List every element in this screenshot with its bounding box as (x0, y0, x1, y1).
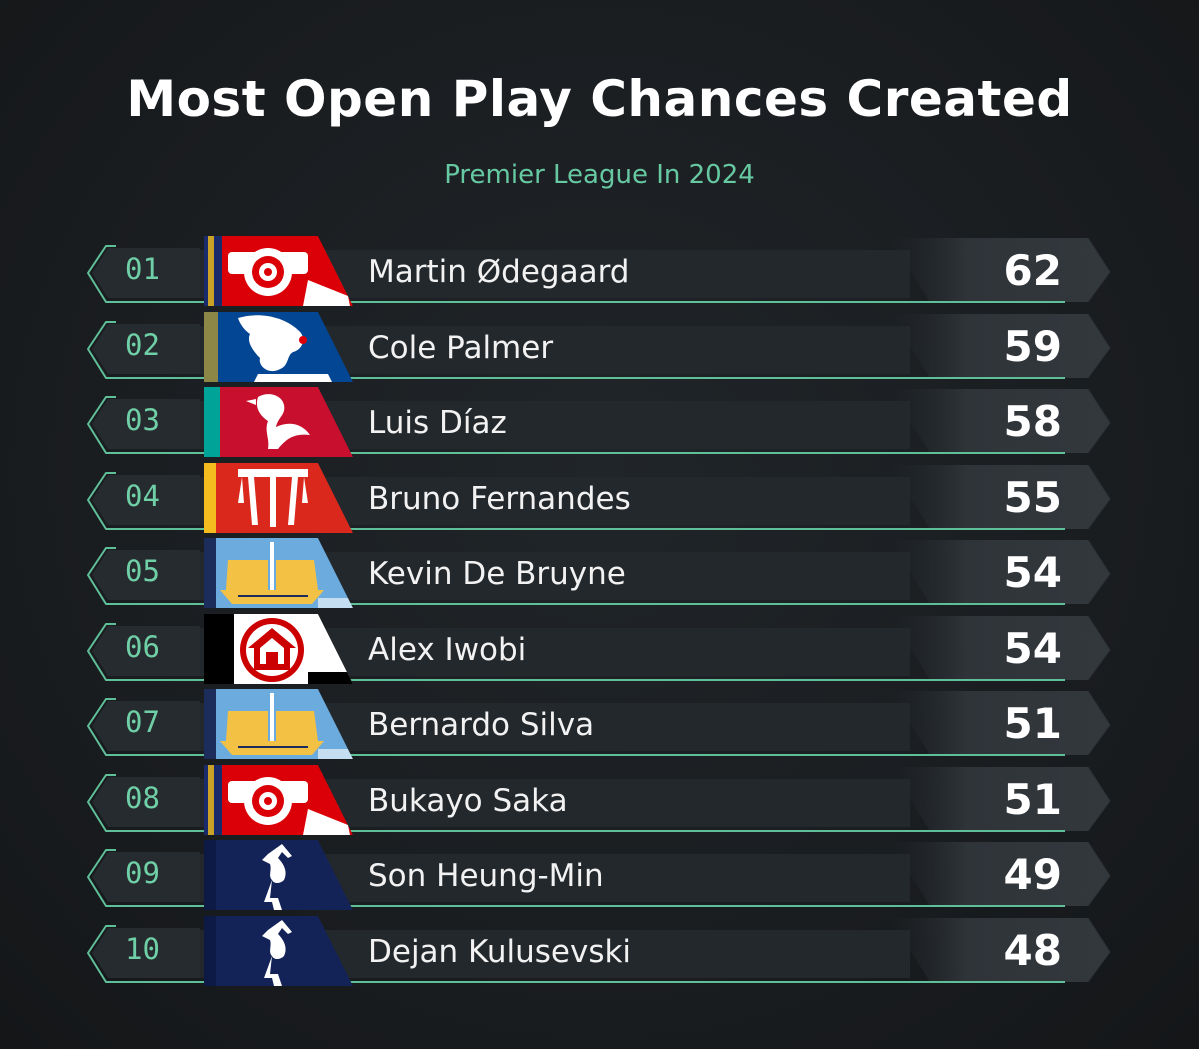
table-row: 05 Kevin De Bruyne 54 (80, 538, 1120, 610)
chances-value: 51 (1003, 774, 1062, 824)
row-background (87, 539, 1111, 605)
table-row: 06 Alex Iwobi 54 (80, 613, 1120, 686)
chart-subtitle: Premier League In 2024 (444, 160, 755, 190)
table-row: 02 Cole Palmer 59 (80, 311, 1120, 384)
chances-value: 59 (1003, 321, 1062, 371)
table-row: 09 Son Heung-Min 49 (80, 840, 1120, 912)
chances-value: 62 (1003, 246, 1062, 295)
row-background (87, 313, 1111, 379)
man-united-crest-icon (204, 462, 353, 533)
fulham-crest-icon (204, 613, 353, 684)
table-row: 03 Luis Díaz 58 (80, 387, 1120, 459)
man-city-crest-icon (204, 538, 353, 608)
rank-label: 01 (125, 252, 160, 286)
row-background (87, 237, 1111, 303)
chances-value: 48 (1003, 925, 1062, 975)
liverpool-crest-icon (204, 387, 353, 457)
rank-label: 07 (125, 705, 160, 739)
chances-value: 55 (1003, 472, 1062, 522)
row-background (87, 841, 1111, 907)
arsenal-crest-icon (204, 764, 353, 835)
chelsea-crest-icon (204, 311, 353, 382)
rank-label: 03 (125, 403, 160, 437)
tottenham-crest-icon (204, 840, 353, 910)
chances-value: 51 (1003, 699, 1062, 748)
row-background (87, 464, 1111, 530)
rank-label: 05 (125, 554, 160, 588)
table-row: 04 Bruno Fernandes 55 (80, 462, 1120, 535)
player-name: Martin Ødegaard (368, 254, 630, 290)
player-name: Dejan Kulusevski (368, 933, 632, 970)
player-name: Bernardo Silva (368, 707, 595, 743)
chances-value: 58 (1003, 397, 1062, 446)
rank-label: 02 (125, 327, 160, 362)
table-row: 10 Dejan Kulusevski 48 (80, 915, 1120, 988)
tottenham-crest-icon (204, 915, 353, 986)
player-name: Luis Díaz (368, 405, 507, 441)
rank-label: 04 (125, 478, 160, 513)
row-background (87, 766, 1111, 832)
rank-label: 08 (125, 780, 160, 815)
chances-value: 54 (1003, 548, 1062, 597)
man-city-crest-icon (204, 689, 353, 759)
player-name: Kevin De Bruyne (368, 556, 626, 592)
chances-value: 49 (1003, 850, 1062, 899)
player-name: Son Heung-Min (368, 858, 604, 894)
arsenal-crest-icon (204, 236, 353, 306)
row-background (87, 690, 1111, 756)
table-row: 07 Bernardo Silva 51 (80, 689, 1120, 761)
player-name: Bruno Fernandes (368, 480, 631, 517)
table-row: 08 Bukayo Saka 51 (80, 764, 1120, 837)
chart-title: Most Open Play Chances Created (126, 70, 1073, 128)
player-name: Bukayo Saka (368, 782, 568, 819)
rank-label: 06 (125, 629, 160, 664)
player-name: Alex Iwobi (368, 631, 527, 668)
player-name: Cole Palmer (368, 329, 554, 366)
row-background (87, 388, 1111, 454)
chances-value: 54 (1003, 623, 1062, 673)
rank-label: 09 (125, 856, 160, 890)
row-background (87, 917, 1111, 983)
table-row: 01 Martin Ødegaard 62 (80, 236, 1120, 308)
rank-label: 10 (125, 931, 160, 966)
row-background (87, 615, 1111, 681)
